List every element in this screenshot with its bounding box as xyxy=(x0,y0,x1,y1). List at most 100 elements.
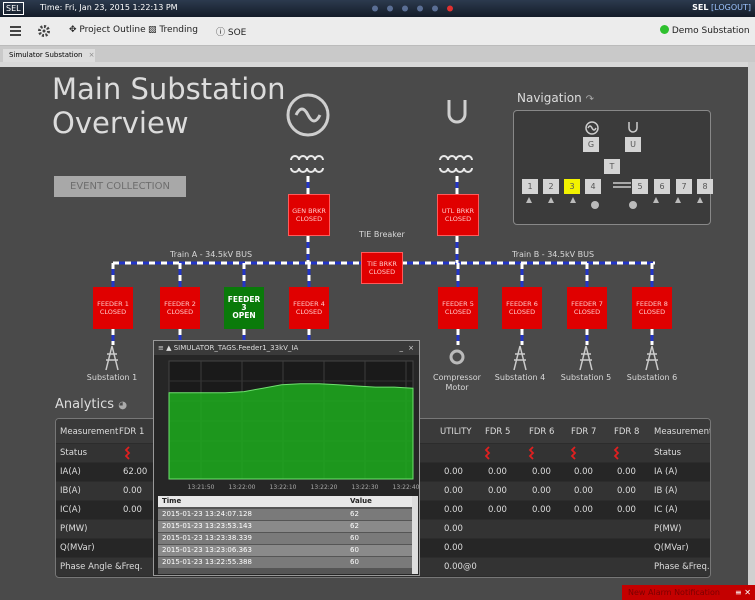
row-label: Phase Angle &Freq. xyxy=(60,562,143,572)
nav-button[interactable]: 1 xyxy=(522,179,538,194)
feeder-label: FEEDER 4 xyxy=(293,300,325,308)
column-header: Measurement xyxy=(654,427,711,437)
row-label: Status xyxy=(60,448,88,458)
time-cell: 2015-01-23 13:24:07.128 xyxy=(162,510,252,518)
col-head: Time xyxy=(162,497,182,505)
load-label: Substation 1 xyxy=(86,373,138,382)
trend-row xyxy=(158,557,412,568)
tower-icon xyxy=(105,345,119,371)
row-label: Phase &Freq. xyxy=(654,562,710,572)
alarm-bar[interactable]: New Alarm Notification ≡ ✕ xyxy=(622,585,755,600)
trend-row xyxy=(158,521,412,532)
logout[interactable]: [LOGOUT] xyxy=(711,3,751,12)
row-label: IA(A) xyxy=(60,467,81,477)
alarm-label: New Alarm Notification xyxy=(628,588,720,597)
column-header: FDR 1 xyxy=(119,427,145,437)
breaker-label: TIE BRKR xyxy=(367,260,397,268)
status-icon xyxy=(528,446,535,460)
toolbar-item[interactable]: ✥ Project Outline xyxy=(69,25,146,35)
toolbar-item[interactable]: ⓘ SOE xyxy=(216,28,247,38)
nav-button: G xyxy=(583,137,599,152)
feeder: FEEDER 7 CLOSED xyxy=(567,287,607,329)
cell-value: 0.00 xyxy=(488,467,507,477)
feeder-status: OPEN xyxy=(232,311,256,320)
window-dots xyxy=(372,5,453,12)
popup-titlebar: ≡ ▲ SIMULATOR_TAGS.Feeder1_33kV_IA _ × xyxy=(154,341,419,355)
feeder: FEEDER 8 CLOSED xyxy=(632,287,672,329)
cell-value: 0.00 xyxy=(617,486,636,496)
cell-value: 0.00 xyxy=(444,543,463,553)
cell-value: 62.00 xyxy=(123,467,148,477)
breaker-status: CLOSED xyxy=(295,215,323,223)
cell-value: 0.00 xyxy=(617,467,636,477)
area xyxy=(168,383,414,480)
tower-icon xyxy=(579,345,593,371)
header-bar: SEL Time: Fri, Jan 23, 2015 1:22:13 PM S… xyxy=(0,0,755,17)
time-cell: 2015-01-23 13:23:38.339 xyxy=(162,534,252,542)
clock: Time: Fri, Jan 23, 2015 1:22:13 PM xyxy=(40,3,178,12)
value-cell: 60 xyxy=(350,558,359,566)
value-cell: 60 xyxy=(350,534,359,542)
title-line: Overview xyxy=(52,106,189,140)
nav-button[interactable]: 5 xyxy=(632,179,648,194)
toolbar: ✥ Project Outline ▧ Trending ⓘ SOE Demo … xyxy=(0,17,755,46)
tab[interactable]: Simulator Substation × xyxy=(3,49,95,62)
feeder-label: FEEDER 2 xyxy=(164,300,196,308)
row-label: Q(MVar) xyxy=(60,543,95,553)
col-head: Value xyxy=(350,497,372,505)
x-tick-label: 13:22:00 xyxy=(229,484,256,491)
cell-value: 0.00 xyxy=(574,486,593,496)
value-cell: 62 xyxy=(350,522,359,530)
status-icon xyxy=(613,446,620,460)
feeder-label: FEEDER 5 xyxy=(442,300,474,308)
row-label: P(MW) xyxy=(654,524,682,534)
nav-button[interactable]: 4 xyxy=(585,179,601,194)
trend-popup: ≡ ▲ SIMULATOR_TAGS.Feeder1_33kV_IA _ × 1… xyxy=(153,340,420,576)
row-label: IB (A) xyxy=(654,486,678,496)
trend-chart: 13:21:50 13:22:00 13:22:10 13:22:20 13:22:30… xyxy=(168,360,419,491)
scrollbar xyxy=(748,62,755,600)
cell-value: 0.00 xyxy=(532,467,551,477)
column-header: Measurement xyxy=(60,427,119,437)
cell-value: 0.00 xyxy=(123,505,142,515)
nav-button[interactable]: 3 xyxy=(564,179,580,194)
cell-value: 0.00 xyxy=(574,467,593,477)
site-name: Demo Substation xyxy=(671,26,750,36)
close[interactable]: × xyxy=(408,344,414,352)
feeder-status: CLOSED xyxy=(166,308,194,316)
x-tick-label: 13:22:10 xyxy=(270,484,297,491)
feeder: FEEDER 3 OPEN xyxy=(224,287,264,329)
tab-close[interactable]: × xyxy=(88,51,95,59)
nav-button[interactable]: 7 xyxy=(676,179,692,194)
title-line: Main Substation xyxy=(52,72,286,106)
nav-button[interactable]: 6 xyxy=(654,179,670,194)
breaker: UTL BRKR CLOSED xyxy=(437,194,479,236)
minimize[interactable]: _ xyxy=(399,344,404,352)
toolbar-label: Trending xyxy=(159,25,198,35)
feeder-status: CLOSED xyxy=(444,308,472,316)
breaker-label: UTL BRKR xyxy=(441,207,475,215)
cell-value: 0.00 xyxy=(123,486,142,496)
nav-button[interactable]: 2 xyxy=(543,179,559,194)
toolbar-item[interactable]: ▧ Trending xyxy=(148,25,198,35)
cell-value: 0.00 xyxy=(617,505,636,515)
nav-button[interactable]: 8 xyxy=(697,179,713,194)
status-icon xyxy=(570,446,577,460)
column-header: FDR 8 xyxy=(614,427,640,437)
status-icon xyxy=(124,446,131,460)
feeder: FEEDER 4 CLOSED xyxy=(289,287,329,329)
tower-icon xyxy=(513,345,527,371)
x-tick-label: 13:22:40 xyxy=(393,484,419,491)
x-tick-label: 13:21:50 xyxy=(188,484,215,491)
cell-value: 0.00 xyxy=(444,505,463,515)
load-label: Compressor Motor xyxy=(433,373,481,392)
column-header: FDR 7 xyxy=(571,427,597,437)
page-title: Main Substation Overview xyxy=(52,72,285,140)
trend-row xyxy=(158,533,412,544)
feeder-label: FEEDER 7 xyxy=(571,300,603,308)
event-collection-button[interactable]: EVENT COLLECTION xyxy=(54,176,186,197)
feeder-status: CLOSED xyxy=(638,308,666,316)
trend-row xyxy=(158,509,412,520)
